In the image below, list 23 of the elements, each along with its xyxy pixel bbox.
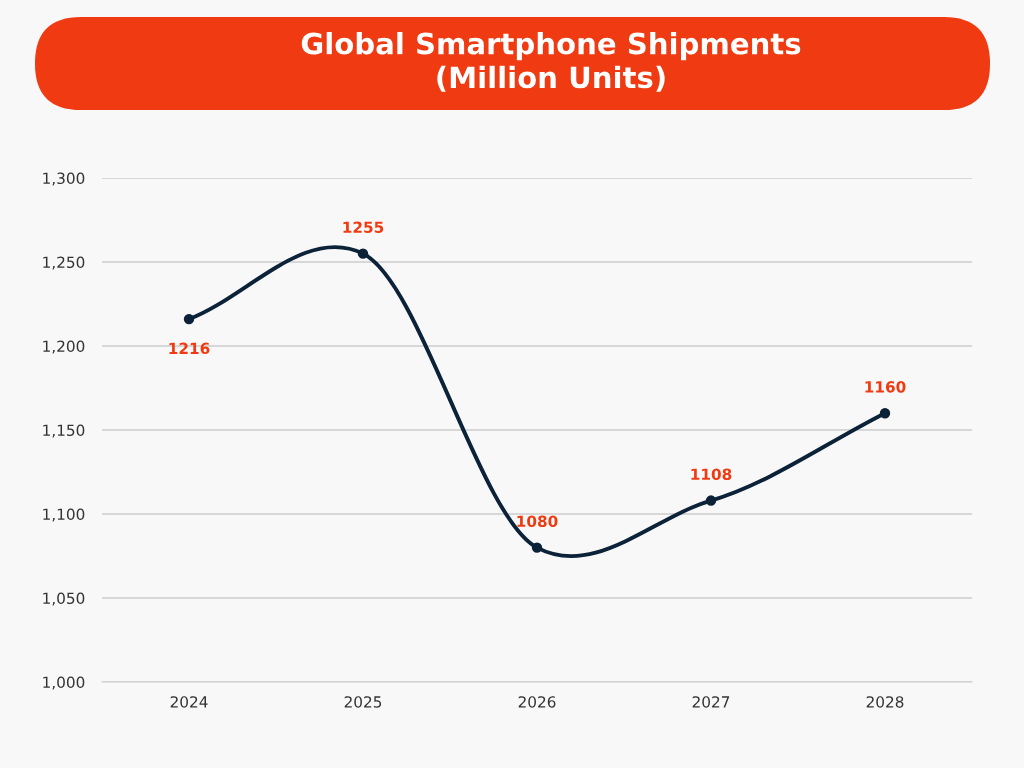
y-tick-label: 1,200 (43, 340, 85, 354)
y-tick-label: 1,050 (43, 592, 85, 606)
data-label: 1160 (865, 381, 906, 393)
point (705, 495, 717, 506)
y-tick-label: 1,000 (43, 676, 85, 690)
data-label: 1080 (517, 515, 558, 528)
x-tick-label: 2024 (170, 696, 208, 708)
point (183, 313, 195, 325)
y-tick-label: 1,250 (43, 256, 85, 270)
point (879, 407, 891, 419)
y-tick-label: 1,100 (43, 508, 85, 522)
data-label: 1216 (169, 342, 210, 355)
x-tick-label: 2026 (518, 696, 556, 708)
data-label: 1255 (343, 221, 384, 234)
x-tick-label: 2028 (866, 696, 904, 708)
data-label: 1108 (691, 468, 732, 480)
y-tick-label: 1,300 (43, 172, 85, 186)
y-tick-label: 1,150 (43, 424, 85, 438)
x-tick-label: 2027 (692, 696, 730, 708)
x-tick-label: 2025 (344, 696, 382, 708)
chart-title: Global Smartphone Shipments (Million Units) (301, 32, 801, 92)
point (531, 542, 543, 553)
point (357, 248, 369, 259)
